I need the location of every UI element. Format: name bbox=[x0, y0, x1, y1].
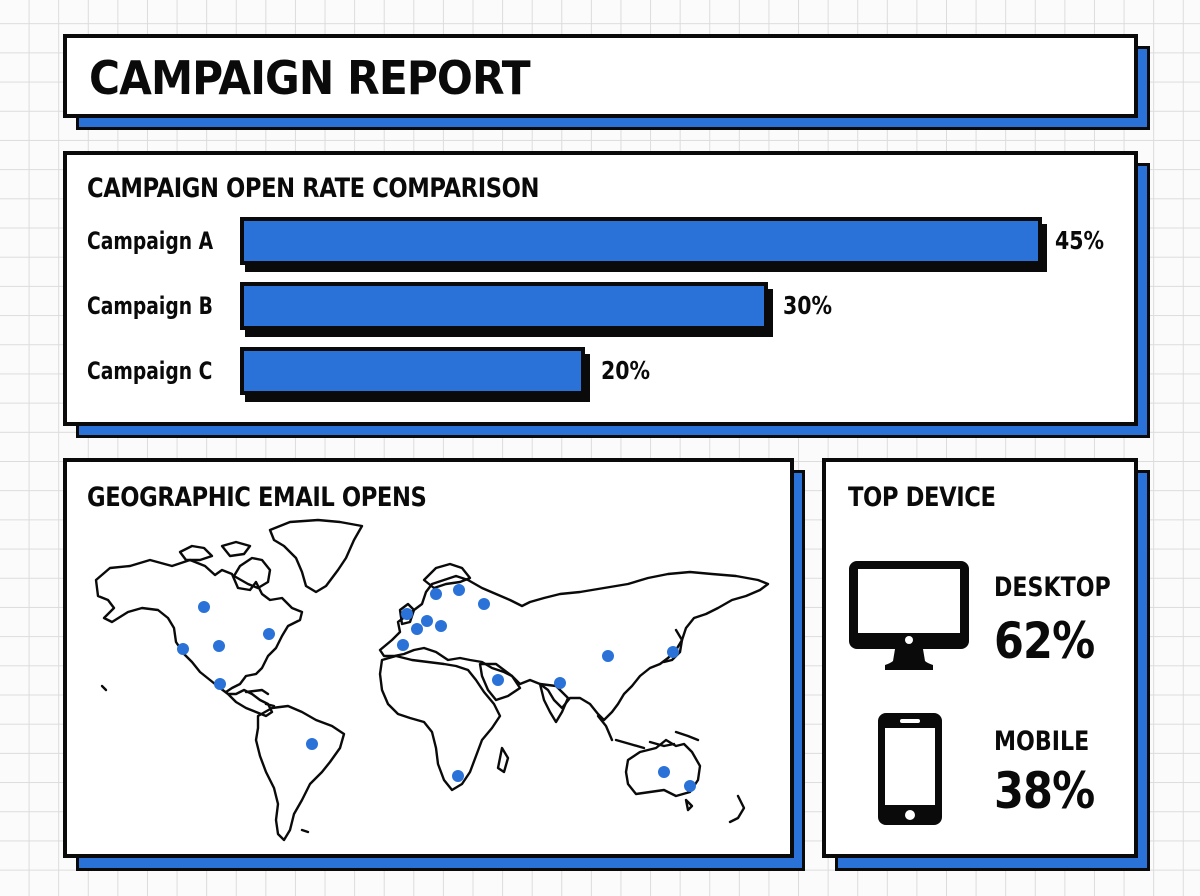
device-name: MOBILE bbox=[994, 726, 1090, 757]
device-title: TOP DEVICE bbox=[848, 482, 996, 513]
bar-label: Campaign B bbox=[87, 292, 213, 320]
map-dot[interactable] bbox=[177, 643, 189, 655]
bar-value: 20% bbox=[601, 356, 651, 385]
device-name: DESKTOP bbox=[994, 572, 1111, 603]
map-dot[interactable] bbox=[214, 678, 226, 690]
bar-label: Campaign C bbox=[87, 357, 213, 385]
world-map-icon bbox=[94, 518, 770, 842]
bar-label: Campaign A bbox=[87, 227, 214, 255]
map-dot[interactable] bbox=[411, 623, 423, 635]
map-dot[interactable] bbox=[684, 780, 696, 792]
map-dot[interactable] bbox=[213, 640, 225, 652]
device-percent: 62% bbox=[994, 612, 1095, 670]
bar-campaign-a[interactable] bbox=[240, 217, 1042, 265]
bar-value: 45% bbox=[1055, 226, 1105, 255]
desktop-monitor-icon bbox=[849, 561, 969, 670]
open-rate-chart-card: CAMPAIGN OPEN RATE COMPARISON Campaign A… bbox=[63, 151, 1138, 426]
title-card: CAMPAIGN REPORT bbox=[63, 34, 1138, 118]
map-dot[interactable] bbox=[452, 770, 464, 782]
map-dot[interactable] bbox=[453, 584, 465, 596]
map-dot[interactable] bbox=[667, 646, 679, 658]
geo-title: GEOGRAPHIC EMAIL OPENS bbox=[87, 482, 427, 513]
map-dot[interactable] bbox=[492, 674, 504, 686]
map-dot[interactable] bbox=[198, 601, 210, 613]
map-dot[interactable] bbox=[554, 677, 566, 689]
bar-campaign-b[interactable] bbox=[240, 282, 768, 330]
top-device-card: TOP DEVICE DESKTOP 62% MOBILE 38% bbox=[822, 458, 1138, 858]
map-dot[interactable] bbox=[435, 620, 447, 632]
map-dot[interactable] bbox=[306, 738, 318, 750]
map-dot[interactable] bbox=[263, 628, 275, 640]
map-dot[interactable] bbox=[658, 766, 670, 778]
map-dot[interactable] bbox=[478, 598, 490, 610]
smartphone-icon bbox=[878, 713, 942, 825]
map-dot[interactable] bbox=[401, 608, 413, 620]
bar-campaign-c[interactable] bbox=[240, 347, 585, 395]
bar-value: 30% bbox=[783, 291, 833, 320]
map-dot[interactable] bbox=[397, 639, 409, 651]
geo-email-opens-card: GEOGRAPHIC EMAIL OPENS bbox=[63, 458, 794, 858]
map-dot[interactable] bbox=[602, 650, 614, 662]
map-dot[interactable] bbox=[430, 588, 442, 600]
map-dot[interactable] bbox=[421, 615, 433, 627]
chart-title: CAMPAIGN OPEN RATE COMPARISON bbox=[87, 173, 540, 204]
device-percent: 38% bbox=[994, 762, 1095, 820]
page-title: CAMPAIGN REPORT bbox=[89, 51, 531, 105]
